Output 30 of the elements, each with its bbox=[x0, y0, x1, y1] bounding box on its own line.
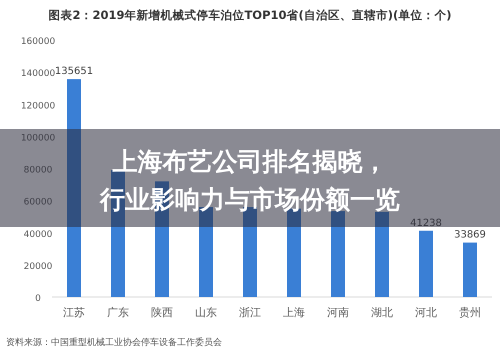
x-tick-label: 广东 bbox=[107, 306, 129, 319]
x-tick-label: 陕西 bbox=[151, 306, 173, 319]
y-tick-label: 60000 bbox=[24, 198, 53, 208]
x-tick-label: 河北 bbox=[415, 306, 437, 319]
x-tick-label: 贵州 bbox=[459, 306, 481, 319]
x-tick-label: 浙江 bbox=[239, 306, 261, 319]
bar bbox=[419, 230, 433, 297]
y-tick-label: 120000 bbox=[20, 101, 56, 112]
data-label: 135651 bbox=[54, 66, 94, 78]
y-tick-label: 0 bbox=[35, 294, 42, 304]
y-tick-label: 20000 bbox=[24, 262, 53, 272]
data-label: 33869 bbox=[454, 230, 486, 241]
x-tick-label: 山东 bbox=[195, 306, 217, 319]
chart-title: 图表2：2019年新增机械式停车泊位TOP10省(自治区、直辖市)(单位：个) bbox=[48, 8, 452, 22]
annotation: 上海布艺公司排名揭晓，行业影响力与市场份额一览 bbox=[99, 147, 400, 214]
y-tick-label: 140000 bbox=[20, 69, 56, 80]
x-tick-label: 江苏 bbox=[63, 306, 85, 319]
x-tick-label: 湖北 bbox=[371, 306, 393, 319]
x-tick-label: 河南 bbox=[327, 306, 349, 319]
x-tick-label: 上海 bbox=[283, 306, 305, 319]
bar bbox=[463, 242, 477, 297]
bar bbox=[331, 211, 345, 297]
text: 资料来源：中国重型机械工业协会停车设备工作委员会 bbox=[6, 337, 222, 348]
y-tick-label: 160000 bbox=[20, 37, 56, 47]
data-label: 41238 bbox=[410, 218, 442, 229]
bar bbox=[67, 79, 81, 297]
bar bbox=[375, 212, 389, 297]
y-tick-label: 40000 bbox=[24, 230, 53, 240]
y-tick-label: 80000 bbox=[24, 166, 53, 176]
y-tick-label: 100000 bbox=[20, 133, 56, 144]
